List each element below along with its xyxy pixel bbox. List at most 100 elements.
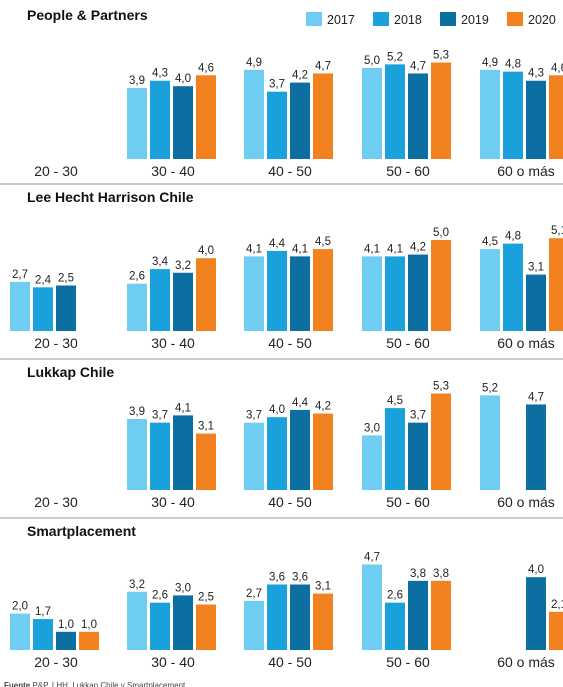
bar [290, 82, 310, 159]
bar [385, 256, 405, 331]
bar [173, 86, 193, 159]
bar [33, 287, 53, 331]
bar [385, 602, 405, 650]
bar [244, 256, 264, 331]
data-label: 4,5 [387, 395, 403, 407]
bar [362, 564, 382, 650]
data-label: 3,0 [364, 422, 380, 434]
category-label: 60 o más [497, 494, 555, 510]
bar [503, 243, 523, 331]
data-label: 4,0 [198, 245, 214, 257]
bar [127, 591, 147, 650]
data-label: 5,3 [433, 50, 449, 62]
data-label: 4,5 [482, 236, 498, 248]
bar [526, 577, 546, 650]
bar [196, 258, 216, 331]
source-label: Fuente [4, 681, 32, 687]
bar [408, 73, 428, 159]
bar [127, 88, 147, 159]
bar [290, 584, 310, 650]
bar [503, 71, 523, 159]
data-label: 4,1 [364, 243, 380, 255]
bar [290, 256, 310, 331]
data-label: 4,2 [292, 70, 308, 82]
data-label: 3,7 [152, 410, 168, 422]
bar [56, 631, 76, 650]
data-label: 3,4 [152, 256, 169, 268]
bar [431, 62, 451, 159]
bar [362, 68, 382, 159]
bar [480, 249, 500, 331]
bar [362, 256, 382, 331]
data-label: 4,7 [364, 551, 380, 563]
category-label: 40 - 50 [268, 335, 312, 351]
bar [196, 433, 216, 490]
panel-title: Lee Hecht Harrison Chile [27, 189, 194, 205]
data-label: 4,4 [269, 238, 286, 250]
bar [150, 602, 170, 650]
data-label: 2,5 [198, 592, 214, 604]
data-label: 3,7 [410, 410, 426, 422]
data-label: 2,6 [152, 590, 168, 602]
bar [127, 419, 147, 490]
bar [385, 408, 405, 490]
category-label: 50 - 60 [386, 335, 430, 351]
category-label: 50 - 60 [386, 654, 430, 670]
data-label: 1,0 [81, 619, 97, 631]
data-label: 2,4 [35, 274, 52, 286]
bar [431, 580, 451, 650]
data-label: 5,3 [433, 381, 449, 393]
data-label: 4,1 [292, 243, 308, 255]
bar [526, 404, 546, 490]
category-label: 30 - 40 [151, 335, 195, 351]
bar [313, 413, 333, 490]
data-label: 4,2 [410, 242, 426, 254]
data-label: 4,6 [551, 62, 563, 74]
data-label: 3,1 [528, 262, 544, 274]
bar [10, 281, 30, 331]
data-label: 4,0 [175, 73, 191, 85]
data-label: 5,1 [551, 225, 563, 237]
bar [480, 69, 500, 159]
category-label: 20 - 30 [34, 494, 78, 510]
source-text: P&P, LHH, Lukkap Chile y Smartplacement [32, 681, 186, 687]
legend-swatch-2017 [306, 12, 322, 26]
legend-swatch-2019 [440, 12, 456, 26]
data-label: 4,9 [482, 57, 498, 69]
bar [526, 80, 546, 159]
data-label: 3,2 [129, 579, 145, 591]
data-label: 5,2 [387, 51, 403, 63]
data-label: 3,9 [129, 75, 145, 87]
bar [173, 595, 193, 650]
data-label: 2,7 [12, 269, 28, 281]
bar [244, 600, 264, 650]
data-label: 4,1 [175, 402, 191, 414]
data-label: 2,6 [387, 590, 403, 602]
category-label: 20 - 30 [34, 163, 78, 179]
data-label: 3,8 [433, 568, 449, 580]
data-label: 4,4 [292, 397, 309, 409]
legend-label-2017: 2017 [327, 13, 355, 27]
data-label: 4,3 [152, 68, 168, 80]
bar [408, 422, 428, 490]
legend-label-2018: 2018 [394, 13, 422, 27]
bar [313, 593, 333, 650]
bar [33, 619, 53, 650]
data-label: 2,1 [551, 599, 563, 611]
bar [173, 415, 193, 490]
category-label: 60 o más [497, 654, 555, 670]
data-label: 3,7 [269, 79, 285, 91]
category-label: 30 - 40 [151, 163, 195, 179]
data-label: 3,1 [315, 581, 331, 593]
data-label: 5,0 [364, 55, 380, 67]
bar [549, 238, 563, 331]
bar [549, 75, 563, 159]
bar [244, 69, 264, 159]
bar [431, 240, 451, 331]
category-label: 20 - 30 [34, 335, 78, 351]
category-label: 30 - 40 [151, 654, 195, 670]
data-label: 3,6 [269, 571, 285, 583]
bar [526, 274, 546, 331]
data-label: 2,6 [129, 271, 145, 283]
data-label: 4,1 [387, 243, 403, 255]
